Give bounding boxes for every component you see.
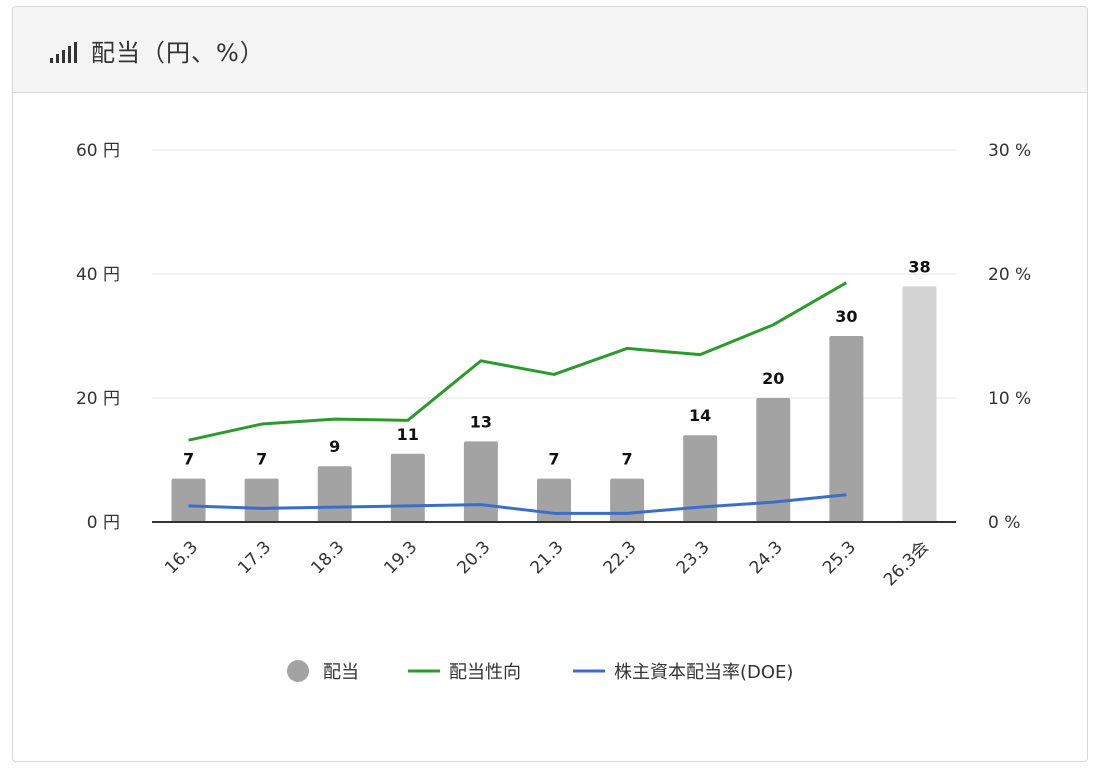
bar — [683, 435, 718, 522]
bar-data-label: 7 — [622, 450, 633, 469]
bar-data-label: 20 — [762, 369, 784, 388]
legend-bar-swatch — [287, 660, 309, 682]
bar-signal-icon — [50, 42, 77, 63]
x-tick-label: 16.3 — [161, 537, 202, 578]
bar-data-label: 11 — [397, 425, 419, 444]
bar — [537, 478, 571, 522]
bar-data-label: 14 — [689, 406, 711, 425]
bar — [171, 478, 206, 522]
bar-data-label: 13 — [470, 412, 492, 431]
bar — [317, 466, 352, 522]
card-title: 配当（円、%） — [91, 39, 265, 67]
bar — [829, 336, 864, 522]
x-tick-label: 19.3 — [380, 537, 421, 578]
x-tick-label: 22.3 — [600, 537, 641, 578]
x-tick-label: 25.3 — [819, 537, 860, 578]
bar — [244, 478, 279, 522]
bar-data-label: 7 — [183, 450, 194, 469]
bar-data-label: 7 — [256, 450, 267, 469]
bar-data-label: 38 — [908, 257, 930, 276]
x-tick-label: 18.3 — [307, 537, 348, 578]
bar — [610, 478, 645, 522]
left-tick-label: 60 円 — [76, 141, 120, 161]
bar-data-label: 7 — [548, 450, 559, 469]
payout-ratio-line — [188, 281, 848, 442]
right-tick-label: 0 % — [988, 513, 1020, 533]
right-tick-label: 20 % — [988, 265, 1031, 285]
x-tick-label: 26.3会 — [880, 537, 933, 590]
bar — [390, 453, 425, 522]
bar — [902, 286, 937, 522]
right-tick-label: 10 % — [988, 389, 1031, 409]
legend-label: 配当 — [323, 662, 359, 683]
legend-label: 配当性向 — [449, 662, 521, 683]
legend-label: 株主資本配当率(DOE) — [614, 662, 793, 683]
bar — [463, 441, 498, 522]
x-tick-label: 20.3 — [454, 537, 495, 578]
bar — [756, 398, 791, 522]
x-tick-label: 24.3 — [746, 537, 787, 578]
left-tick-label: 20 円 — [76, 389, 120, 409]
right-tick-label: 30 % — [988, 141, 1031, 161]
x-tick-label: 21.3 — [527, 537, 568, 578]
left-tick-label: 0 円 — [87, 513, 120, 533]
bar-data-label: 30 — [835, 307, 857, 326]
x-tick-label: 23.3 — [673, 537, 714, 578]
x-tick-label: 17.3 — [234, 537, 275, 578]
left-tick-label: 40 円 — [76, 265, 120, 285]
doe-line — [188, 493, 847, 515]
card-header: 配当（円、%） — [13, 7, 1087, 93]
bar-data-label: 9 — [329, 437, 340, 456]
